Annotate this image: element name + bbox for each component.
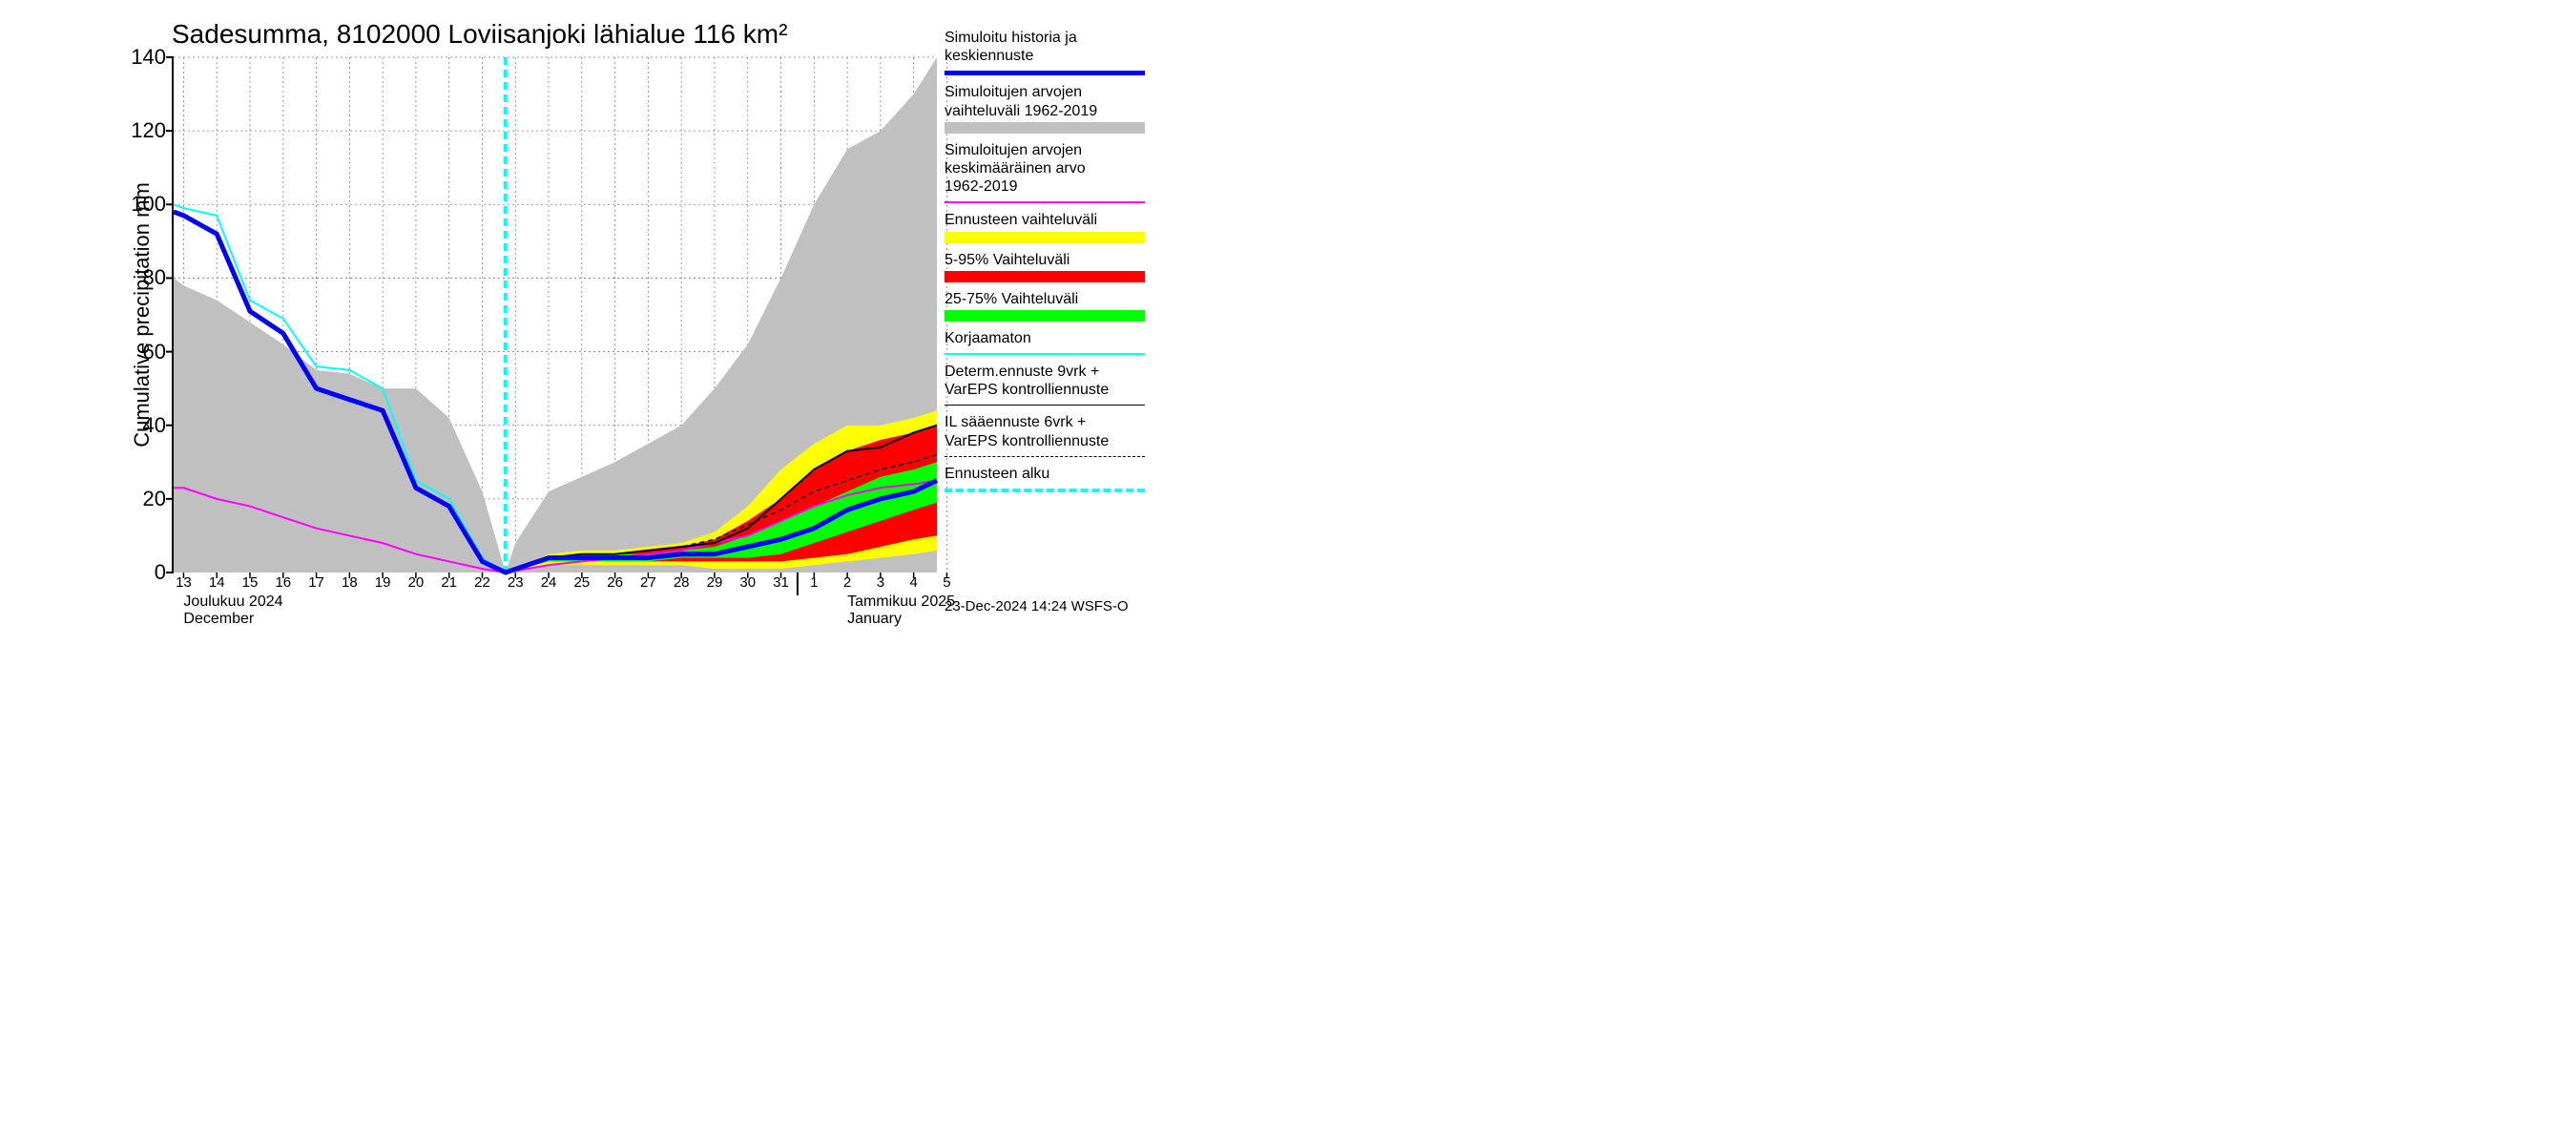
chart-title: Sadesumma, 8102000 Loviisanjoki lähialue…: [172, 19, 787, 50]
xtick-label: 18: [342, 574, 358, 591]
month-label-en: December: [183, 611, 254, 628]
chart-ylabel: Cumulative precipitation mm: [130, 182, 155, 448]
xtick-label: 27: [640, 574, 656, 591]
legend-item: Ennusteen vaihteluväli: [945, 211, 1145, 242]
xtick-label: 17: [308, 574, 324, 591]
legend-label: Ennusteen alku: [945, 465, 1145, 483]
ytick-label: 40: [109, 413, 166, 438]
legend: Simuloitu historia ja keskiennuste Simulo…: [945, 29, 1145, 500]
chart-svg: [174, 57, 937, 572]
xtick-label: 5: [943, 574, 950, 591]
legend-swatch: [945, 232, 1145, 243]
legend-item: Korjaamaton: [945, 329, 1145, 355]
xtick-label: 16: [275, 574, 291, 591]
xtick-label: 31: [773, 574, 789, 591]
legend-label: Simuloitujen arvojen keskimääräinen arvo…: [945, 141, 1145, 197]
xtick-label: 30: [739, 574, 756, 591]
xtick-label: 15: [242, 574, 259, 591]
ytick-label: 60: [109, 340, 166, 364]
legend-label: Simuloitujen arvojen vaihteluväli 1962-2…: [945, 83, 1145, 119]
legend-swatch: [945, 310, 1145, 322]
month-label: Tammikuu 2025: [847, 593, 955, 611]
xtick-label: 19: [375, 574, 391, 591]
legend-item: Determ.ennuste 9vrk + VarEPS kontrollien…: [945, 363, 1145, 406]
legend-line: [945, 489, 1145, 492]
footer-text: 23-Dec-2024 14:24 WSFS-O: [945, 598, 1129, 614]
xtick-label: 23: [508, 574, 524, 591]
chart-container: Sadesumma, 8102000 Loviisanjoki lähialue…: [0, 0, 1431, 630]
xtick-label: 22: [474, 574, 490, 591]
plot-area: 0204060801001201401314151617181920212223…: [172, 57, 935, 572]
legend-item: IL sääennuste 6vrk + VarEPS kontrollienn…: [945, 413, 1145, 456]
xtick-label: 21: [441, 574, 457, 591]
xtick-label: 13: [176, 574, 192, 591]
legend-item: Simuloitujen arvojen vaihteluväli 1962-2…: [945, 83, 1145, 133]
xtick-label: 24: [541, 574, 557, 591]
legend-label: Korjaamaton: [945, 329, 1145, 347]
ytick-label: 0: [109, 560, 166, 585]
legend-line: [945, 405, 1145, 406]
xtick-label: 29: [707, 574, 723, 591]
xtick-label: 3: [877, 574, 884, 591]
ytick-label: 100: [109, 192, 166, 217]
legend-label: Simuloitu historia ja keskiennuste: [945, 29, 1145, 65]
legend-line: [945, 71, 1145, 75]
ytick-label: 120: [109, 118, 166, 143]
ytick-label: 20: [109, 487, 166, 511]
xtick-label: 1: [810, 574, 818, 591]
legend-item: Ennusteen alku: [945, 465, 1145, 492]
legend-item: 5-95% Vaihteluväli: [945, 251, 1145, 282]
month-label-en: January: [847, 611, 902, 628]
legend-line: [945, 456, 1145, 457]
legend-label: IL sääennuste 6vrk + VarEPS kontrollienn…: [945, 413, 1145, 449]
xtick-label: 20: [408, 574, 425, 591]
legend-label: Ennusteen vaihteluväli: [945, 211, 1145, 229]
xtick-label: 28: [674, 574, 690, 591]
legend-line: [945, 201, 1145, 203]
legend-swatch: [945, 122, 1145, 134]
legend-item: Simuloitujen arvojen keskimääräinen arvo…: [945, 141, 1145, 204]
legend-swatch: [945, 271, 1145, 282]
xtick-label: 25: [573, 574, 590, 591]
legend-label: 25-75% Vaihteluväli: [945, 290, 1145, 308]
xtick-label: 4: [909, 574, 917, 591]
legend-item: Simuloitu historia ja keskiennuste: [945, 29, 1145, 75]
legend-label: 5-95% Vaihteluväli: [945, 251, 1145, 269]
ytick-label: 140: [109, 45, 166, 70]
xtick-label: 14: [209, 574, 225, 591]
month-label: Joulukuu 2024: [183, 593, 282, 611]
ytick-label: 80: [109, 265, 166, 290]
xtick-label: 2: [843, 574, 851, 591]
legend-label: Determ.ennuste 9vrk + VarEPS kontrollien…: [945, 363, 1145, 399]
legend-line: [945, 353, 1145, 355]
legend-item: 25-75% Vaihteluväli: [945, 290, 1145, 322]
xtick-label: 26: [607, 574, 623, 591]
